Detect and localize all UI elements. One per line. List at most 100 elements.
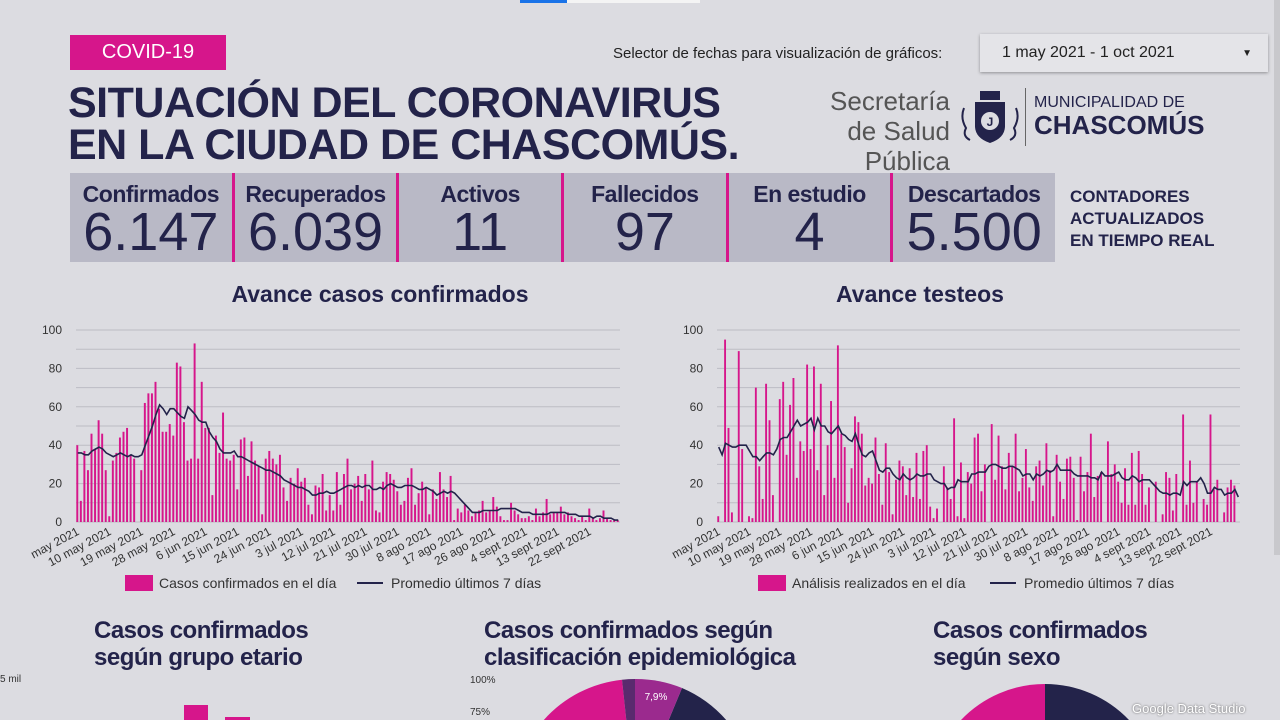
legend-label: Análisis realizados en el día — [792, 575, 966, 591]
bar — [1148, 487, 1150, 522]
bar — [268, 450, 271, 522]
title-line-1: SITUACIÓN DEL CORONAVIRUS — [68, 79, 721, 127]
counter-descartados: Descartados 5.500 — [893, 173, 1055, 262]
bar — [1185, 504, 1188, 522]
bar — [595, 520, 598, 522]
bar — [286, 500, 289, 522]
bar — [542, 512, 545, 522]
bar — [1011, 466, 1014, 522]
bar — [154, 381, 157, 522]
bar — [250, 441, 253, 522]
bar — [925, 445, 928, 522]
legend-bar-swatch — [125, 575, 153, 591]
bar — [374, 510, 377, 522]
bar — [977, 433, 979, 522]
bar — [843, 447, 846, 522]
bar — [1233, 485, 1236, 522]
bar — [520, 518, 523, 522]
bar — [730, 512, 733, 522]
bar — [517, 514, 520, 522]
bar — [1004, 489, 1007, 522]
bar — [303, 477, 306, 522]
bar — [186, 460, 189, 522]
y-tick-label: 40 — [49, 438, 63, 452]
bar — [453, 520, 456, 522]
bar — [1007, 452, 1010, 522]
bar — [970, 483, 973, 522]
bar — [1018, 491, 1020, 522]
bar — [737, 351, 740, 522]
bar — [1086, 472, 1089, 522]
bar — [1065, 458, 1068, 522]
bar — [307, 504, 310, 522]
bar — [552, 512, 555, 522]
bar — [225, 458, 228, 522]
bar — [421, 481, 424, 522]
counter-confirmados: Confirmados 6.147 — [70, 173, 235, 262]
bar — [1055, 454, 1058, 522]
bar — [339, 504, 342, 522]
bar — [983, 464, 986, 522]
bar — [382, 481, 385, 522]
covid-tag: COVID-19 — [70, 35, 226, 70]
bar — [506, 520, 509, 522]
google-data-studio-brand[interactable]: Google Data Studio — [1132, 701, 1246, 716]
bar — [264, 458, 267, 522]
bar — [748, 516, 750, 522]
bar — [1014, 433, 1017, 522]
bar — [1021, 477, 1024, 522]
bar — [86, 470, 89, 522]
pie-slice-purple — [635, 678, 682, 720]
muni-line-1: MUNICIPALIDAD DE — [1034, 94, 1185, 111]
bar — [864, 485, 867, 522]
date-selector-label: Selector de fechas para visualización de… — [613, 45, 943, 62]
bar — [360, 500, 363, 522]
bar — [741, 449, 744, 522]
epi-ytick: 75% — [470, 707, 491, 718]
scrollbar[interactable] — [1274, 0, 1280, 555]
top-tab[interactable] — [567, 0, 700, 3]
date-range-selector[interactable]: 1 may 2021 - 1 oct 2021 ▼ — [980, 34, 1268, 72]
pie-slice-dark-purple — [622, 679, 635, 720]
bar — [1072, 477, 1075, 522]
bar — [724, 339, 727, 522]
top-tab-indicator — [520, 0, 567, 3]
counter-value: 6.039 — [247, 202, 384, 262]
bar — [990, 424, 993, 522]
bar — [456, 508, 459, 522]
bar — [161, 431, 164, 522]
bar — [438, 472, 441, 522]
pie-slice-navy — [668, 688, 727, 720]
bar — [282, 487, 285, 522]
bar — [606, 518, 609, 522]
bar — [1189, 460, 1191, 522]
bar — [758, 466, 761, 522]
bar — [826, 445, 829, 522]
bar — [1048, 470, 1051, 522]
bar — [1079, 456, 1082, 522]
bar — [932, 518, 935, 522]
bar — [346, 458, 349, 522]
bar — [1045, 443, 1048, 522]
bar — [877, 474, 880, 522]
bar — [761, 498, 764, 522]
bar — [328, 495, 331, 522]
bar — [300, 481, 303, 522]
bar — [414, 504, 417, 522]
bar — [577, 520, 580, 522]
counter-label: Descartados — [907, 181, 1041, 207]
bar — [150, 393, 153, 522]
bar — [966, 472, 969, 522]
bar — [833, 477, 836, 522]
bar — [574, 518, 577, 522]
bar — [616, 520, 619, 522]
bar — [190, 458, 193, 522]
bar — [860, 433, 863, 522]
bar — [488, 510, 491, 522]
counter-value: 11 — [452, 202, 509, 262]
age-bar — [225, 717, 250, 720]
bar — [545, 498, 548, 522]
bar — [1076, 520, 1079, 522]
bar — [182, 422, 185, 522]
bar — [922, 450, 925, 522]
